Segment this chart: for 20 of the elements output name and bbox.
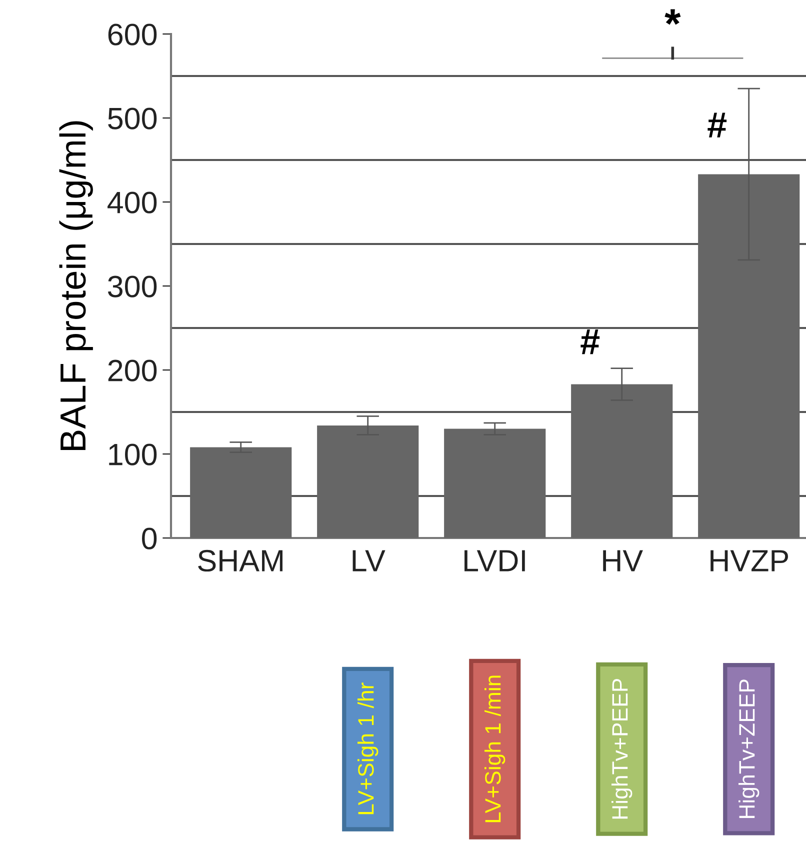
y-tick-label: 0: [142, 528, 157, 550]
annotation: #: [708, 112, 727, 138]
x-tick-label: HV: [603, 550, 643, 572]
annotation: #: [580, 330, 600, 354]
y-tick-label: 300: [108, 276, 157, 298]
x-tick-label: LV: [352, 550, 386, 572]
x-tick-label: LVDI: [464, 550, 525, 572]
y-tick-label: 600: [108, 24, 157, 46]
x-tick-label: SHAM: [198, 550, 282, 572]
y-tick-label: 400: [108, 192, 157, 214]
text: LV+Sigh 1 /min: [484, 676, 506, 822]
y-tick-label: 100: [109, 444, 157, 466]
y-tick-label: 200: [108, 360, 157, 382]
y-axis-title: BALF protein (μg/ml): [59, 121, 93, 450]
text: LV+Sigh 1 /hr: [357, 682, 378, 814]
x-tick-label: HVZP: [710, 550, 788, 572]
text: HighTv+ZEEP: [738, 680, 760, 818]
y-tick-label: 500: [108, 108, 157, 130]
text: HighTv+PEEP: [611, 678, 632, 819]
text: *: [664, 9, 681, 25]
